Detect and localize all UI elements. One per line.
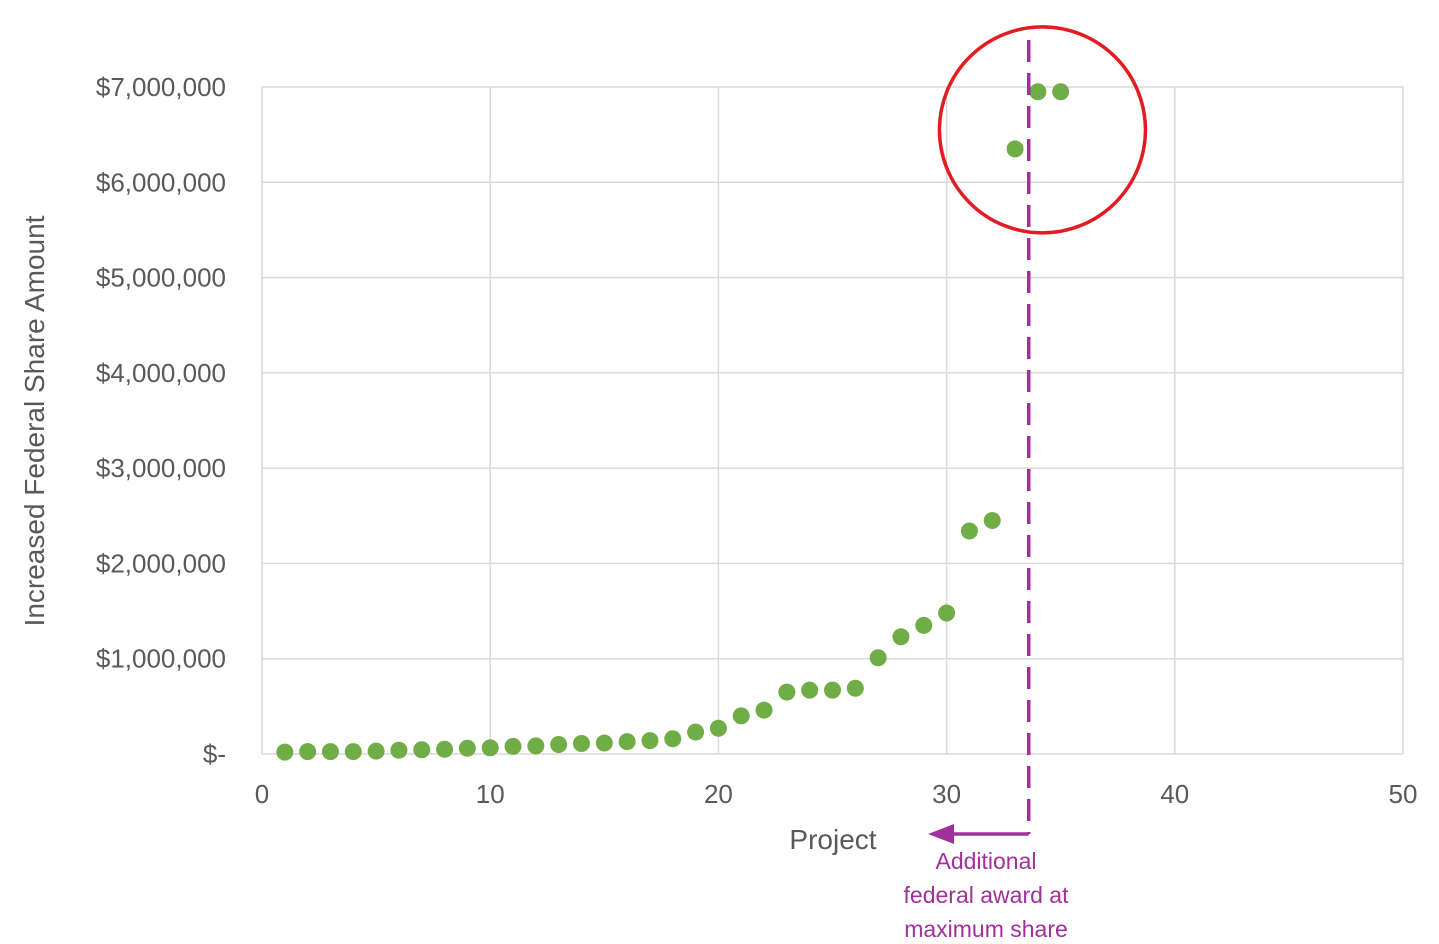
data-point: [778, 683, 796, 701]
data-point: [801, 681, 819, 699]
annotation-text-line-1: Additional: [935, 848, 1036, 874]
data-point: [458, 739, 476, 757]
data-point: [824, 681, 841, 699]
y-tick-label: $5,000,000: [96, 263, 226, 293]
y-tick-label: $2,000,000: [96, 548, 226, 578]
data-point: [664, 730, 682, 748]
y-axis-title: Increased Federal Share Amount: [19, 215, 50, 626]
highlight-circle: [937, 25, 1148, 235]
data-point: [1029, 83, 1047, 101]
y-tick-label: $3,000,000: [96, 453, 226, 483]
data-point: [960, 522, 978, 540]
data-point: [641, 732, 659, 750]
data-point: [709, 719, 727, 737]
x-tick-label: 40: [1160, 779, 1189, 809]
data-point: [687, 723, 705, 741]
data-point: [413, 741, 431, 759]
x-axis-title: Project: [789, 824, 876, 855]
data-point: [595, 734, 613, 752]
data-point: [938, 604, 956, 622]
data-point: [755, 701, 773, 719]
data-point: [572, 735, 590, 753]
data-point: [436, 740, 454, 758]
x-tick-label: 50: [1389, 779, 1418, 809]
data-point: [892, 628, 910, 646]
y-tick-label: $7,000,000: [96, 72, 226, 102]
data-point: [390, 741, 408, 759]
x-tick-label: 20: [704, 779, 733, 809]
y-tick-label: $4,000,000: [96, 358, 226, 388]
data-point: [1006, 140, 1024, 158]
data-point: [481, 739, 499, 757]
data-point: [550, 735, 568, 753]
data-point: [504, 737, 522, 755]
data-point: [915, 616, 933, 634]
data-point: [983, 512, 1001, 530]
data-point: [276, 743, 294, 761]
data-point: [869, 649, 887, 667]
y-tick-label: $-: [203, 739, 226, 769]
tick-labels: $- $1,000,000 $2,000,000 $3,000,000 $4,000,0…: [96, 72, 1418, 809]
data-point: [732, 707, 750, 725]
data-point: [618, 733, 636, 751]
annotation-text-line-3: maximum share: [904, 916, 1068, 942]
data-point: [299, 743, 317, 761]
data-point: [1052, 83, 1070, 101]
arrow-head-icon: [928, 824, 954, 844]
data-point: [344, 743, 362, 761]
data-points: [276, 83, 1070, 761]
data-point: [527, 737, 545, 755]
grid-lines: [261, 86, 1404, 755]
x-tick-label: 0: [255, 779, 269, 809]
y-tick-label: $6,000,000: [96, 167, 226, 197]
annotations: Additional federal award at maximum shar…: [904, 25, 1148, 942]
y-tick-label: $1,000,000: [96, 644, 226, 674]
data-point: [367, 742, 385, 760]
annotation-text-line-2: federal award at: [904, 882, 1070, 908]
data-point: [846, 679, 864, 697]
x-tick-label: 10: [476, 779, 505, 809]
data-point: [321, 743, 339, 761]
x-tick-label: 30: [932, 779, 961, 809]
